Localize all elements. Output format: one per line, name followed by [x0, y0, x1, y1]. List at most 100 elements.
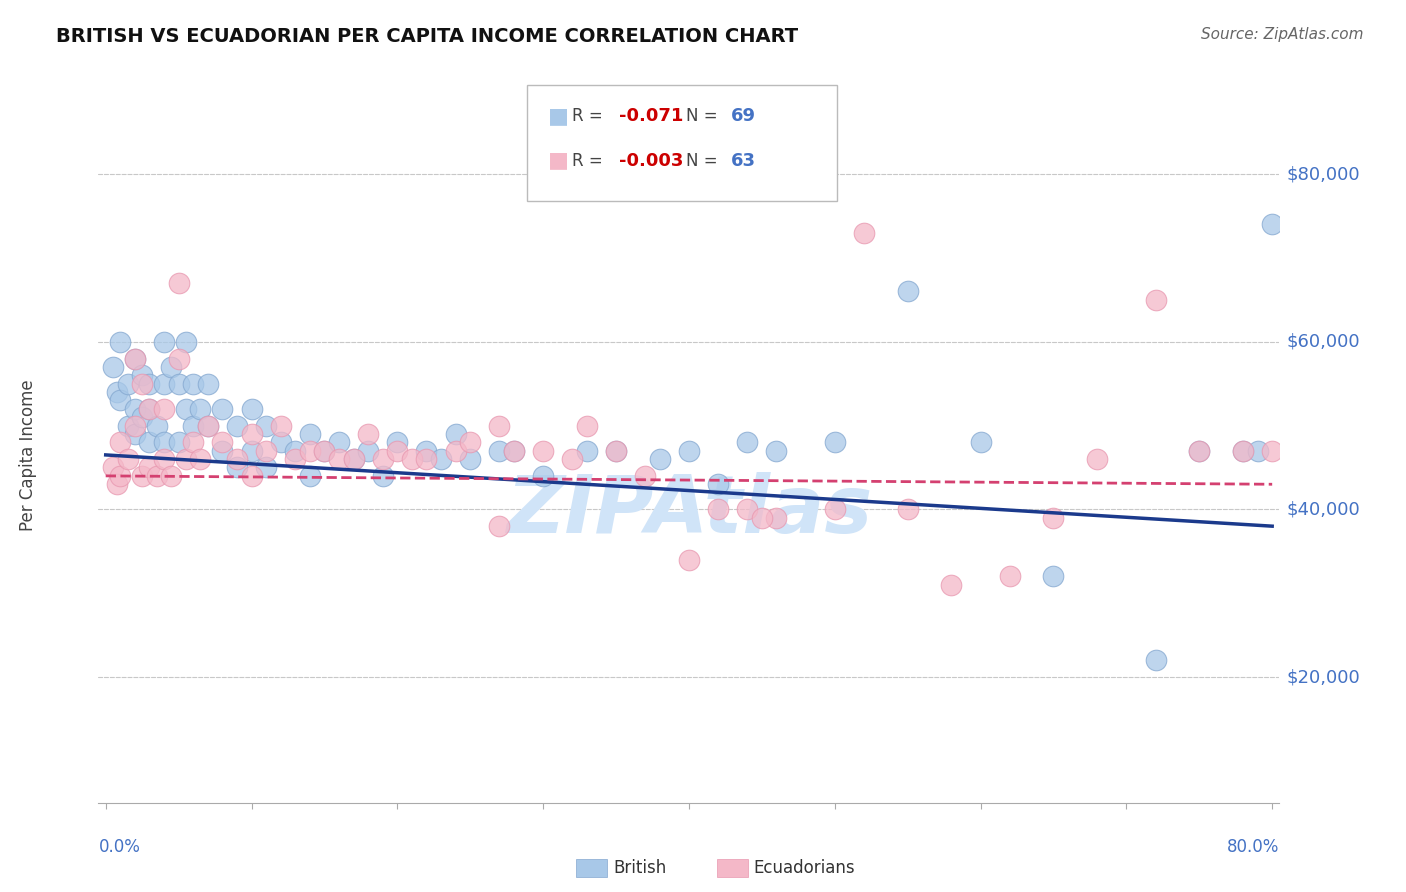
- Point: [211, 401, 233, 416]
- Point: [117, 418, 139, 433]
- Point: [153, 376, 176, 391]
- Point: [575, 443, 598, 458]
- Point: [852, 226, 875, 240]
- Point: [197, 418, 219, 433]
- Point: [488, 418, 510, 433]
- Point: [298, 468, 321, 483]
- Point: [824, 502, 846, 516]
- Text: Ecuadorians: Ecuadorians: [754, 859, 855, 877]
- Point: [1261, 443, 1284, 458]
- Point: [101, 460, 124, 475]
- Point: [969, 435, 991, 450]
- Point: [124, 401, 146, 416]
- Point: [167, 435, 190, 450]
- Point: [648, 452, 671, 467]
- Point: [1261, 218, 1284, 232]
- Point: [1188, 443, 1211, 458]
- Point: [561, 452, 583, 467]
- Point: [211, 435, 233, 450]
- Point: [1232, 443, 1254, 458]
- Point: [444, 427, 467, 442]
- Point: [254, 418, 277, 433]
- Text: ■: ■: [548, 151, 569, 170]
- Point: [941, 578, 963, 592]
- Point: [401, 452, 423, 467]
- Point: [167, 276, 190, 290]
- Point: [371, 452, 394, 467]
- Point: [415, 452, 437, 467]
- Point: [1232, 443, 1254, 458]
- Text: Source: ZipAtlas.com: Source: ZipAtlas.com: [1201, 27, 1364, 42]
- Text: 0.0%: 0.0%: [98, 838, 141, 856]
- Point: [488, 443, 510, 458]
- Point: [131, 376, 153, 391]
- Point: [240, 443, 263, 458]
- Point: [101, 359, 124, 374]
- Point: [211, 443, 233, 458]
- Point: [181, 418, 204, 433]
- Point: [430, 452, 453, 467]
- Text: $20,000: $20,000: [1286, 668, 1360, 686]
- Point: [444, 443, 467, 458]
- Point: [503, 443, 526, 458]
- Point: [138, 401, 160, 416]
- Point: [117, 376, 139, 391]
- Point: [270, 418, 292, 433]
- Point: [1188, 443, 1211, 458]
- Point: [110, 435, 132, 450]
- Point: [181, 435, 204, 450]
- Point: [190, 401, 212, 416]
- Point: [226, 460, 249, 475]
- Point: [181, 376, 204, 391]
- Point: [153, 401, 176, 416]
- Point: [387, 443, 409, 458]
- Point: [605, 443, 627, 458]
- Text: $40,000: $40,000: [1286, 500, 1360, 518]
- Point: [678, 443, 700, 458]
- Text: 69: 69: [731, 107, 756, 125]
- Point: [174, 334, 197, 349]
- Point: [284, 452, 307, 467]
- Point: [124, 351, 146, 366]
- Point: [488, 519, 510, 533]
- Point: [531, 443, 554, 458]
- Point: [270, 435, 292, 450]
- Point: [110, 393, 132, 408]
- Point: [190, 452, 212, 467]
- Text: 80.0%: 80.0%: [1227, 838, 1279, 856]
- Point: [503, 443, 526, 458]
- Point: [458, 452, 481, 467]
- Text: N =: N =: [686, 107, 723, 125]
- Point: [124, 418, 146, 433]
- Point: [998, 569, 1021, 583]
- Point: [531, 468, 554, 483]
- Point: [357, 427, 380, 442]
- Point: [240, 401, 263, 416]
- Point: [167, 376, 190, 391]
- Point: [153, 435, 176, 450]
- Point: [131, 468, 153, 483]
- Point: [117, 452, 139, 467]
- Point: [707, 502, 730, 516]
- Point: [458, 435, 481, 450]
- Text: R =: R =: [572, 152, 609, 169]
- Point: [1085, 452, 1108, 467]
- Point: [197, 418, 219, 433]
- Text: Per Capita Income: Per Capita Income: [18, 379, 37, 531]
- Point: [357, 443, 380, 458]
- Point: [226, 418, 249, 433]
- Point: [735, 435, 758, 450]
- Point: [145, 418, 167, 433]
- Point: [131, 410, 153, 425]
- Point: [342, 452, 364, 467]
- Point: [110, 334, 132, 349]
- Point: [1042, 569, 1064, 583]
- Point: [254, 443, 277, 458]
- Point: [160, 468, 183, 483]
- Point: [765, 510, 787, 524]
- Point: [707, 477, 730, 491]
- Text: R =: R =: [572, 107, 609, 125]
- Point: [897, 285, 920, 299]
- Point: [105, 477, 128, 491]
- Point: [153, 334, 176, 349]
